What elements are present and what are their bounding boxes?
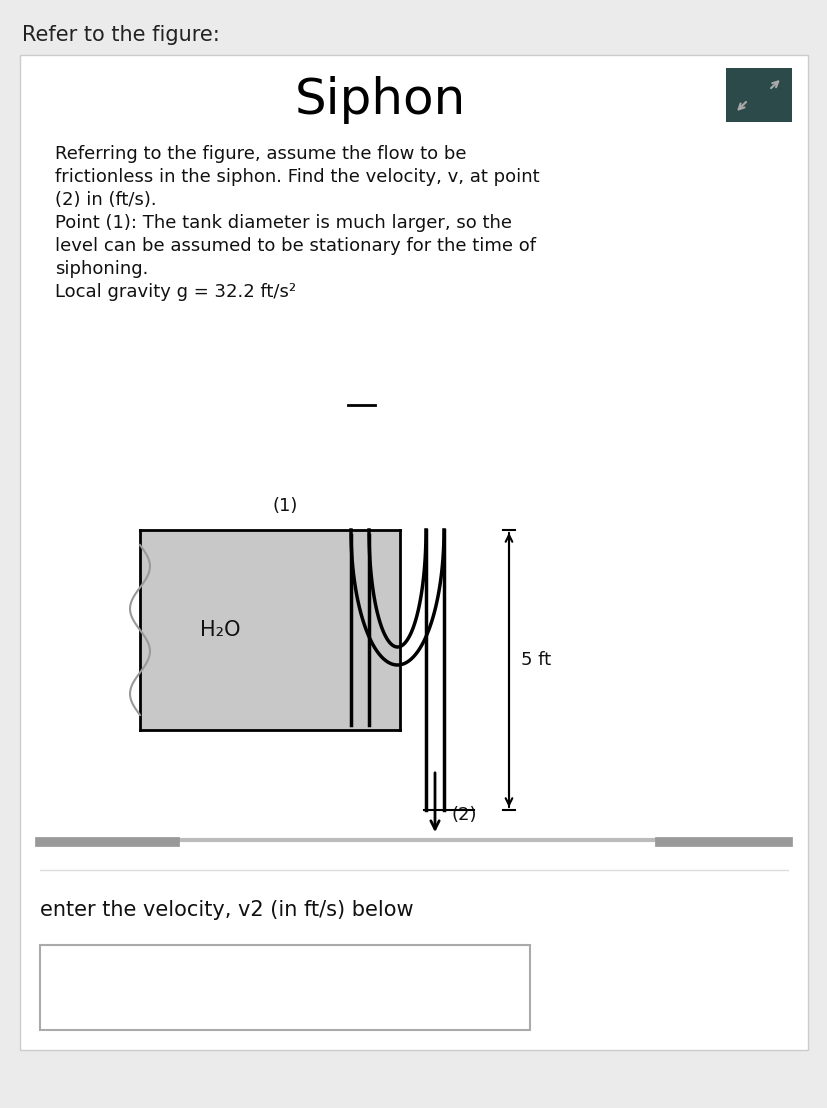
Text: Referring to the figure, assume the flow to be: Referring to the figure, assume the flow… — [55, 145, 466, 163]
Text: Siphon: Siphon — [294, 76, 465, 124]
Text: 5 ft: 5 ft — [520, 652, 551, 669]
Text: (1): (1) — [272, 497, 298, 515]
FancyBboxPatch shape — [20, 55, 807, 1050]
Text: siphoning.: siphoning. — [55, 260, 148, 278]
Text: level can be assumed to be stationary for the time of: level can be assumed to be stationary fo… — [55, 237, 535, 255]
Text: (2) in (ft/s).: (2) in (ft/s). — [55, 191, 156, 209]
Bar — [140, 530, 399, 730]
Text: Refer to the figure:: Refer to the figure: — [22, 25, 219, 45]
FancyBboxPatch shape — [40, 945, 529, 1030]
Text: Point (1): The tank diameter is much larger, so the: Point (1): The tank diameter is much lar… — [55, 214, 511, 232]
Text: enter the velocity, v2 (in ft/s) below: enter the velocity, v2 (in ft/s) below — [40, 900, 414, 920]
FancyBboxPatch shape — [725, 68, 791, 122]
Text: (2): (2) — [452, 806, 477, 824]
Text: frictionless in the siphon. Find the velocity, v, at point: frictionless in the siphon. Find the vel… — [55, 168, 539, 186]
Text: H₂O: H₂O — [200, 620, 240, 640]
Text: Local gravity g = 32.2 ft/s²: Local gravity g = 32.2 ft/s² — [55, 283, 296, 301]
